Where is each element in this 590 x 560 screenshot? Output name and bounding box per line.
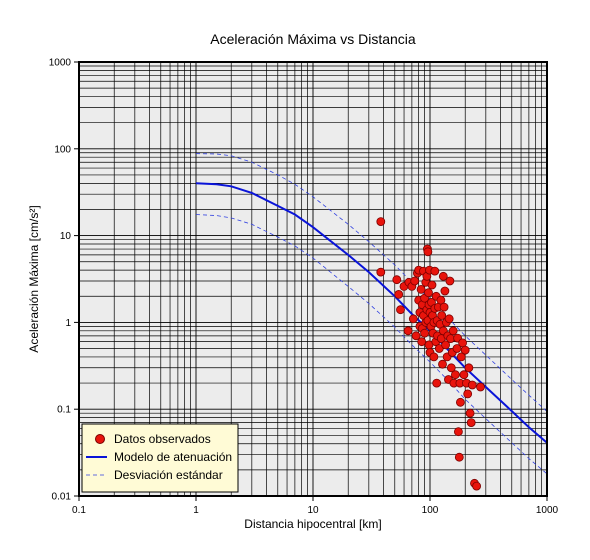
observed-points: [376, 217, 485, 491]
legend-model-label: Modelo de atenuación: [114, 450, 232, 464]
observed-point: [396, 305, 405, 315]
observed-point: [432, 378, 442, 388]
x-tick-label: 0.1: [72, 505, 86, 516]
observed-point: [416, 284, 426, 294]
observed-point: [466, 418, 476, 428]
x-tick-label: 10: [307, 505, 319, 516]
observed-point: [455, 397, 465, 407]
observed-point: [408, 314, 418, 324]
observed-point: [440, 286, 450, 296]
x-tick-label: 1000: [536, 505, 559, 516]
observed-point: [427, 280, 437, 290]
observed-point: [441, 340, 451, 350]
y-tick-label: 100: [54, 144, 71, 155]
observed-point: [450, 370, 460, 380]
observed-point: [459, 370, 469, 380]
observed-point: [424, 288, 433, 298]
legend-deviation-label: Desviación estándar: [114, 468, 223, 482]
observed-point: [458, 338, 468, 348]
observed-point: [446, 363, 456, 373]
observed-point: [420, 328, 430, 338]
observed-point: [453, 427, 463, 437]
observed-point: [411, 331, 421, 341]
observed-point: [438, 271, 448, 281]
observed-point: [444, 314, 454, 324]
observed-point: [439, 302, 449, 312]
observed-point: [454, 452, 464, 462]
observed-point: [456, 352, 466, 362]
observed-point: [452, 344, 462, 353]
y-tick-label: 1: [65, 318, 71, 329]
legend-observed-marker: [95, 434, 105, 444]
y-axis-label: Aceleración Máxima [cm/s²]: [27, 205, 41, 352]
observed-point: [392, 275, 402, 285]
x-tick-label: 1: [193, 505, 199, 516]
observed-point: [445, 276, 455, 286]
x-tick-label: 100: [422, 505, 439, 516]
observed-point: [437, 311, 447, 320]
observed-point: [460, 345, 470, 355]
observed-point: [476, 382, 485, 392]
observed-point: [467, 380, 477, 390]
curves: [195, 153, 548, 475]
x-tick-labels: 0.1 1 10 100 1000: [72, 496, 559, 516]
observed-point: [438, 359, 447, 369]
observed-point: [429, 352, 439, 362]
y-tick-label: 0.1: [57, 405, 71, 416]
y-tick-label: 0.01: [52, 492, 72, 503]
observed-point: [376, 217, 386, 227]
y-tick-label: 1000: [49, 58, 72, 69]
legend: Datos observados Modelo de atenuación De…: [81, 423, 239, 493]
observed-point: [430, 266, 440, 276]
chart-title: Aceleración Máxima vs Distancia: [210, 31, 416, 47]
observed-point: [463, 389, 473, 399]
x-axis-label: Distancia hipocentral [km]: [244, 517, 381, 531]
legend-observed-label: Datos observados: [114, 432, 211, 446]
y-tick-labels: 0.01 0.1 1 10 100 1000: [49, 58, 79, 503]
observed-point: [410, 276, 420, 286]
observed-point: [464, 363, 474, 373]
attenuation-model-line: [195, 182, 548, 444]
y-tick-label: 10: [60, 231, 72, 242]
observed-point: [465, 408, 475, 418]
observed-point: [448, 326, 458, 336]
legend-box: [81, 423, 239, 493]
observed-point: [394, 289, 404, 299]
observed-point: [376, 267, 386, 277]
observed-point: [472, 481, 482, 491]
observed-point: [403, 326, 413, 336]
deviation-upper-line: [195, 153, 548, 412]
observed-point: [423, 247, 433, 257]
observed-point: [417, 337, 427, 347]
